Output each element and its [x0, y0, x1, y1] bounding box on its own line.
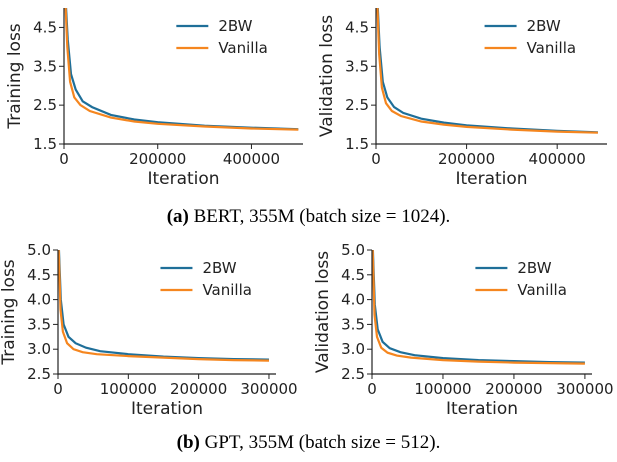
series-line-2bw: [376, 8, 598, 134]
x-axis-label: Iteration: [147, 169, 219, 189]
x-axis-label: Iteration: [455, 169, 527, 189]
series-line-vanilla: [372, 250, 585, 365]
x-tick-label: 100000: [414, 380, 471, 398]
legend-label-vanilla: Vanilla: [218, 39, 268, 57]
caption-b-tag: (b): [176, 432, 200, 453]
legend-label-vanilla: Vanilla: [517, 281, 567, 299]
y-tick-label: 4.5: [33, 18, 57, 36]
caption-b: (b) GPT, 355M (batch size = 512).: [0, 432, 617, 454]
x-tick-label: 400000: [223, 150, 280, 168]
x-tick-label: 400000: [529, 150, 586, 168]
legend-label-2bw: 2BW: [527, 17, 561, 35]
chart-3: 2.5 3.0 3.5 4.0 4.5 5.0 0 100000 200000 300000 Ite…: [313, 241, 614, 419]
y-tick-label: 2.5: [33, 96, 57, 114]
series-line-2bw: [64, 8, 299, 131]
y-axis-label: Validation loss: [317, 15, 337, 137]
x-axis-label: Iteration: [446, 399, 518, 419]
y-tick-label: 5.0: [27, 241, 51, 259]
x-tick-label: 0: [367, 380, 377, 398]
x-tick-label: 200000: [438, 150, 495, 168]
y-tick-label: 2.5: [27, 365, 51, 383]
x-axis-label: Iteration: [131, 399, 203, 419]
x-tick-label: 300000: [556, 380, 613, 398]
y-tick-label: 4.0: [27, 291, 51, 309]
x-tick-label: 0: [371, 150, 381, 168]
y-tick-label: 3.0: [341, 340, 365, 358]
y-tick-label: 4.5: [345, 18, 369, 36]
y-tick-label: 3.5: [345, 57, 369, 75]
x-tick-label: 200000: [170, 380, 227, 398]
caption-a: (a) BERT, 355M (batch size = 1024).: [0, 206, 617, 228]
y-tick-label: 1.5: [33, 135, 57, 153]
legend-label-vanilla: Vanilla: [527, 39, 577, 57]
caption-a-tag: (a): [166, 206, 189, 227]
y-tick-label: 5.0: [341, 241, 365, 259]
legend-label-2bw: 2BW: [202, 259, 236, 277]
y-tick-label: 3.0: [27, 340, 51, 358]
y-tick-label: 2.5: [341, 365, 365, 383]
legend-label-vanilla: Vanilla: [202, 281, 252, 299]
y-tick-label: 1.5: [345, 135, 369, 153]
chart-2: 2.5 3.0 3.5 4.0 4.5 5.0 0 100000 200000 300000 Ite…: [0, 241, 298, 419]
y-tick-label: 4.0: [341, 291, 365, 309]
y-axis-label: Validation loss: [313, 251, 333, 373]
legend-label-2bw: 2BW: [517, 259, 551, 277]
caption-b-text: GPT, 355M (batch size = 512).: [204, 432, 441, 453]
series-line-vanilla: [58, 250, 270, 362]
caption-a-text: BERT, 355M (batch size = 1024).: [193, 206, 451, 227]
x-tick-label: 200000: [485, 380, 542, 398]
y-tick-label: 3.5: [341, 315, 365, 333]
y-tick-label: 2.5: [345, 96, 369, 114]
series-line-vanilla: [64, 8, 299, 131]
x-tick-label: 300000: [240, 380, 297, 398]
y-tick-label: 4.5: [341, 266, 365, 284]
y-tick-label: 3.5: [33, 57, 57, 75]
y-axis-label: Training loss: [0, 259, 19, 365]
y-tick-label: 4.5: [27, 266, 51, 284]
y-tick-label: 3.5: [27, 315, 51, 333]
x-tick-label: 0: [53, 380, 63, 398]
x-tick-label: 100000: [100, 380, 157, 398]
legend-label-2bw: 2BW: [218, 17, 252, 35]
x-tick-label: 0: [59, 150, 69, 168]
series-line-vanilla: [376, 8, 598, 134]
x-tick-label: 200000: [129, 150, 186, 168]
y-axis-label: Training loss: [5, 23, 25, 129]
series-line-2bw: [372, 250, 585, 364]
